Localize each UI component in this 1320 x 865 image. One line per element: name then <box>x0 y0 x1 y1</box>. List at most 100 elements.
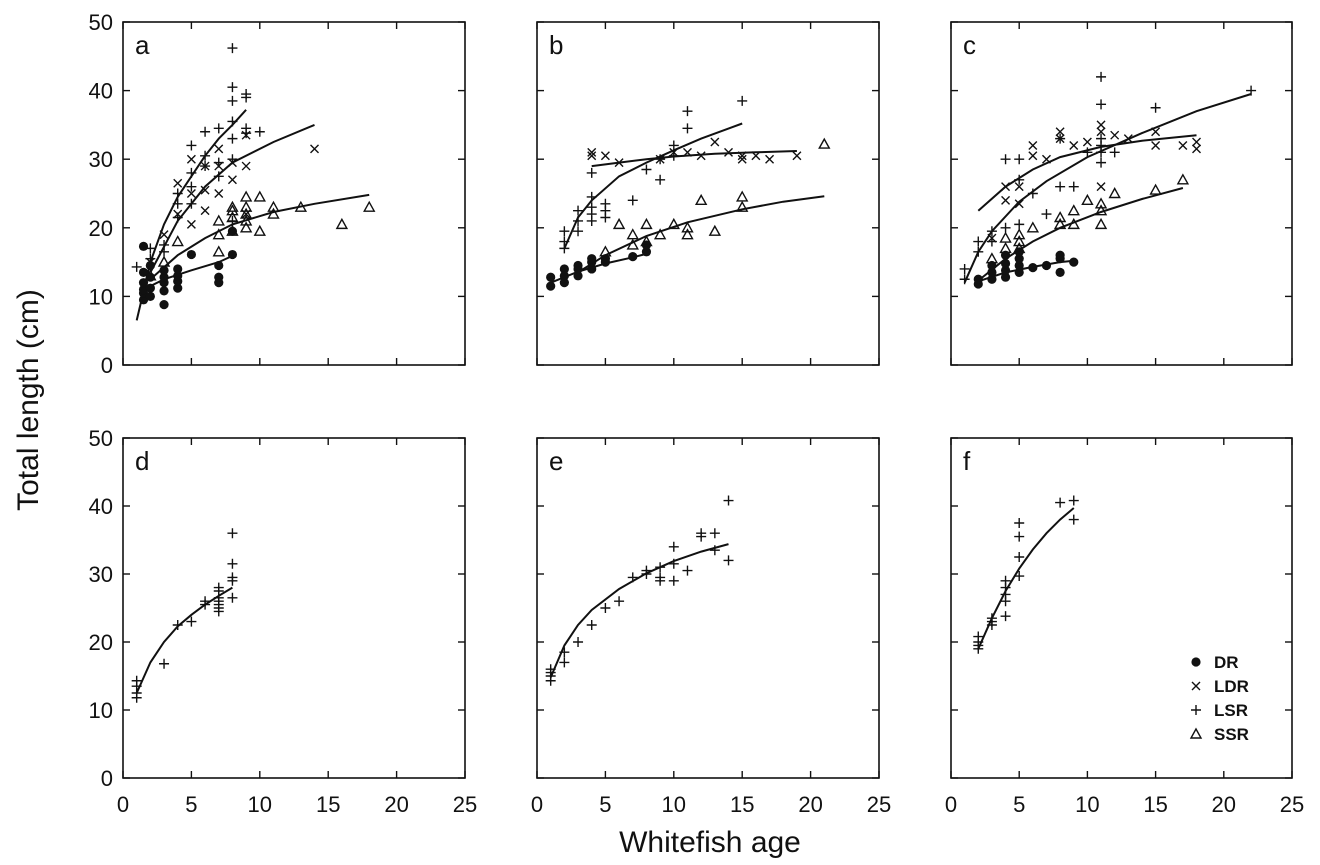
marker-plus <box>559 657 570 668</box>
marker-triangle <box>157 255 171 267</box>
series-ldr <box>987 120 1202 243</box>
marker-dot <box>186 249 196 260</box>
panel-d: 0 10 20 30 40 50 0 5 10 15 20 25 d <box>89 426 478 817</box>
marker-triangle <box>1013 241 1026 254</box>
marker-x <box>682 147 692 157</box>
y-tick-label: 0 <box>101 766 113 791</box>
x-tick-label: 15 <box>730 792 754 817</box>
marker-plus <box>1096 71 1107 82</box>
panel-label: d <box>135 446 149 476</box>
marker-plus <box>227 572 238 583</box>
marker-plus <box>213 171 224 182</box>
marker-plus <box>1068 181 1079 192</box>
marker-plus <box>627 572 638 583</box>
panel-a: 0 10 20 30 40 50 a <box>89 10 466 378</box>
marker-dot <box>987 274 997 284</box>
marker-plus <box>723 555 734 566</box>
marker-triangle <box>626 238 639 250</box>
marker-plus <box>655 562 666 573</box>
marker-plus <box>131 261 142 272</box>
marker-plus <box>973 631 984 642</box>
marker-triangle <box>736 200 749 212</box>
marker-triangle <box>599 245 612 257</box>
marker-triangle <box>226 211 239 223</box>
x-tick-label: 5 <box>599 792 611 817</box>
marker-triangle <box>1094 204 1108 216</box>
marker-dot <box>1055 250 1065 260</box>
marker-plus <box>627 195 638 206</box>
series-lsr <box>959 71 1257 285</box>
marker-triangle <box>267 207 280 219</box>
marker-triangle <box>239 200 253 212</box>
marker-triangle <box>694 193 708 206</box>
panel-frame <box>536 437 880 779</box>
marker-plus <box>586 191 597 202</box>
legend: DR LDR LSR SSR <box>1189 653 1249 744</box>
marker-dot <box>145 260 155 271</box>
series-ssr <box>144 190 376 281</box>
marker-plus <box>973 246 984 257</box>
marker-plus <box>1082 147 1093 158</box>
marker-plus <box>172 198 183 209</box>
marker-plus <box>1000 611 1011 622</box>
marker-plus <box>227 154 238 165</box>
marker-triangle <box>1176 173 1190 185</box>
marker-x <box>737 154 747 164</box>
marker-triangle <box>239 214 253 226</box>
panel-e: 0 5 10 15 20 25 e <box>531 437 891 817</box>
marker-plus <box>1014 531 1025 542</box>
marker-x <box>1192 137 1202 147</box>
marker-plus <box>213 582 224 593</box>
panel-label: c <box>963 30 976 60</box>
marker-plus <box>227 592 238 603</box>
x-tick-label: 10 <box>662 792 686 817</box>
marker-dot <box>214 260 224 271</box>
panel-label: a <box>135 30 150 60</box>
marker-plus <box>600 603 611 613</box>
series-lsr <box>545 495 734 686</box>
y-tick-label: 20 <box>89 216 113 241</box>
marker-plus <box>1000 222 1011 233</box>
marker-x <box>1082 137 1092 147</box>
legend-item-ldr: LDR <box>1191 677 1249 696</box>
x-tick-label: 0 <box>531 792 543 817</box>
marker-plus <box>172 620 183 630</box>
marker-x <box>1001 182 1011 192</box>
panel-frame <box>950 21 1293 366</box>
marker-dot <box>559 264 569 274</box>
marker-triangle <box>1149 183 1162 195</box>
marker-x <box>310 144 320 154</box>
marker-plus <box>1055 133 1066 144</box>
marker-plus <box>227 133 238 144</box>
marker-plus <box>573 226 584 237</box>
marker-triangle <box>212 228 225 240</box>
x-tick-label: 5 <box>1013 792 1025 817</box>
marker-plus <box>655 154 666 165</box>
panel-frame <box>536 21 880 366</box>
marker-triangle <box>294 200 308 212</box>
marker-plus <box>241 123 252 134</box>
marker-dot <box>973 274 983 284</box>
marker-dot <box>587 264 597 274</box>
marker-dot <box>1069 257 1079 267</box>
y-tick-label: 20 <box>89 630 113 655</box>
marker-x <box>200 206 210 216</box>
marker-x <box>792 151 802 161</box>
y-tick-label: 40 <box>89 79 113 104</box>
marker-plus <box>1246 85 1257 96</box>
marker-plus <box>696 528 707 539</box>
marker-plus <box>145 243 156 254</box>
marker-plus <box>682 565 693 576</box>
marker-plus <box>641 164 652 175</box>
marker-triangle <box>212 214 225 226</box>
marker-dot <box>138 267 149 277</box>
marker-x <box>1123 134 1133 144</box>
x-tick-label: 15 <box>316 792 340 817</box>
marker-plus <box>227 116 238 127</box>
panel-label: e <box>549 446 563 476</box>
fit-curve-lsr <box>963 93 1252 284</box>
marker-dot <box>214 272 224 282</box>
marker-plus <box>186 140 197 151</box>
marker-plus <box>1041 209 1052 220</box>
panel-b: b <box>536 21 880 366</box>
